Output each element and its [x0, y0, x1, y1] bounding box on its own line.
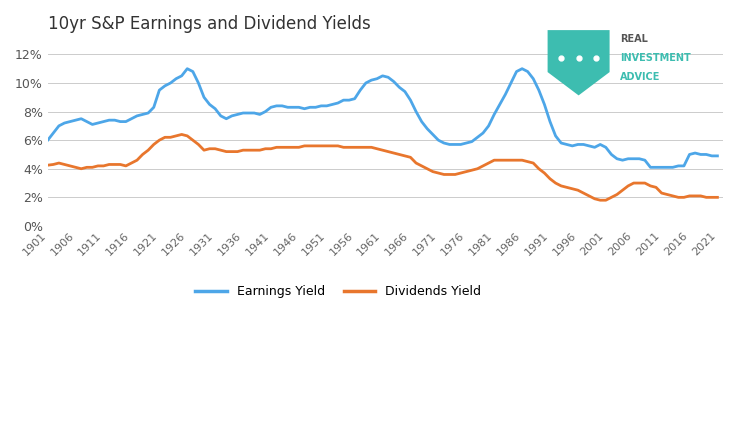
PathPatch shape — [548, 30, 610, 95]
Text: ADVICE: ADVICE — [620, 72, 661, 82]
Text: REAL: REAL — [620, 34, 648, 45]
Text: 10yr S&P Earnings and Dividend Yields: 10yr S&P Earnings and Dividend Yields — [48, 15, 370, 33]
Text: INVESTMENT: INVESTMENT — [620, 53, 691, 63]
Legend: Earnings Yield, Dividends Yield: Earnings Yield, Dividends Yield — [190, 280, 486, 303]
